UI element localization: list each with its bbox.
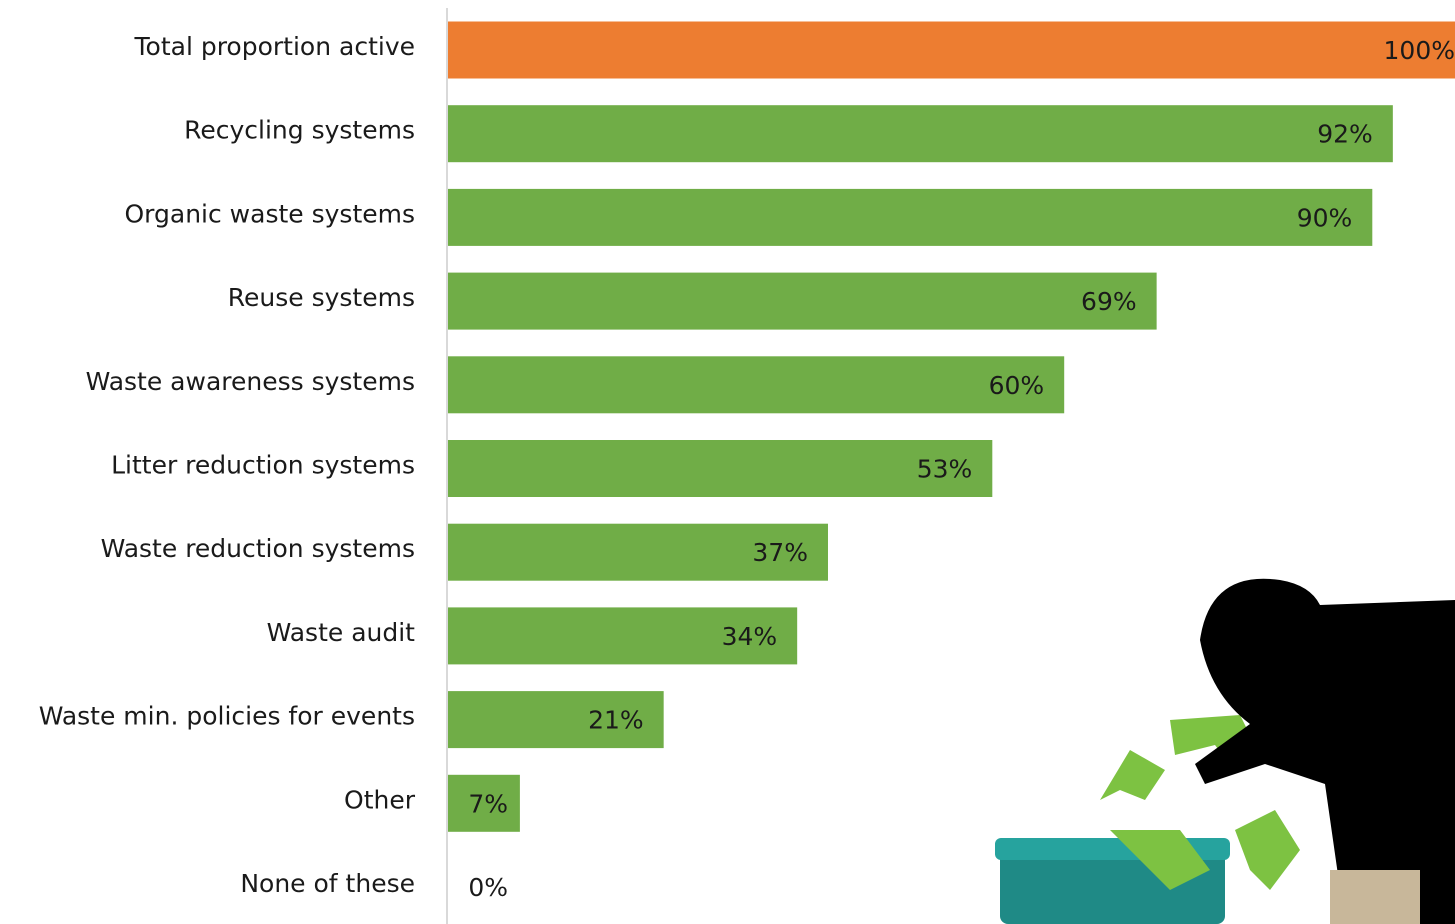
decoration xyxy=(995,578,1455,924)
value-label: 37% xyxy=(752,538,808,567)
bar xyxy=(448,607,798,665)
value-label: 34% xyxy=(722,622,778,651)
value-label: 90% xyxy=(1297,203,1353,232)
value-label: 0% xyxy=(468,873,508,902)
category-label: Litter reduction systems xyxy=(111,451,415,480)
bar xyxy=(448,523,828,581)
bar xyxy=(448,21,1455,79)
bar xyxy=(448,188,1373,246)
bar xyxy=(448,440,993,497)
value-label: 53% xyxy=(917,455,973,484)
value-label: 100% xyxy=(1384,36,1455,65)
bar xyxy=(448,774,520,832)
category-label: Organic waste systems xyxy=(124,199,415,228)
value-label: 92% xyxy=(1317,120,1373,149)
value-label: 60% xyxy=(989,371,1045,400)
category-label: Waste audit xyxy=(267,618,416,647)
category-label: Other xyxy=(344,785,416,814)
value-label: 7% xyxy=(468,789,508,818)
category-label: Waste min. policies for events xyxy=(39,702,415,731)
category-label: Waste awareness systems xyxy=(86,367,415,396)
value-label: 69% xyxy=(1081,287,1137,316)
category-label: Recycling systems xyxy=(184,116,415,145)
bar xyxy=(448,105,1393,163)
category-label: Waste reduction systems xyxy=(101,534,415,563)
category-label: Reuse systems xyxy=(228,283,415,312)
bar xyxy=(448,272,1157,330)
bar xyxy=(448,691,664,749)
category-label: None of these xyxy=(240,869,415,898)
category-label: Total proportion active xyxy=(134,32,416,61)
bar xyxy=(448,356,1065,414)
value-label: 21% xyxy=(588,706,644,735)
